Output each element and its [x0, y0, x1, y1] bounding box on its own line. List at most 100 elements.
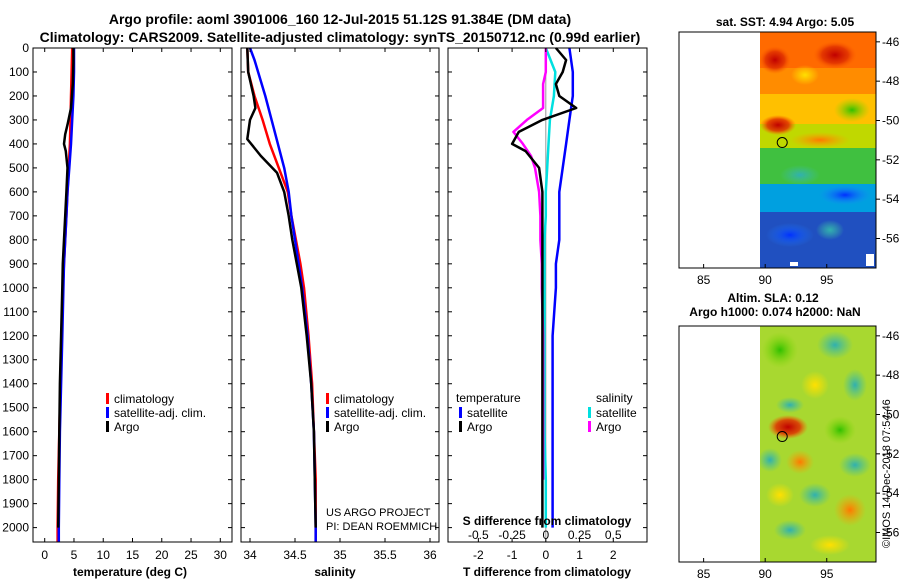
sla-patch — [843, 369, 867, 401]
sla-patch — [801, 371, 829, 399]
map-lat-label: -54 — [882, 192, 900, 206]
sst-missing-data — [790, 262, 798, 266]
legend-swatch-satellite — [106, 407, 109, 418]
sla-patch — [762, 332, 798, 368]
depth-tick-label: 0 — [22, 41, 29, 55]
x-tick-label: -2 — [473, 548, 484, 562]
legend-swatch-climatology — [106, 393, 109, 404]
depth-tick-label: 1200 — [2, 329, 29, 343]
map-lon-label: 95 — [820, 567, 834, 580]
map-lat-label: -50 — [882, 408, 900, 422]
sla-patch — [774, 520, 806, 540]
legend-label-argo: Argo — [114, 420, 140, 434]
map-lat-label: -56 — [882, 526, 900, 540]
series-line-argo — [56, 48, 75, 528]
sla-map-title: Altim. SLA: 0.12 — [727, 291, 819, 305]
x-tick-label: 34.5 — [283, 548, 307, 562]
sla-patch — [768, 415, 808, 439]
map-lat-label: -48 — [882, 74, 900, 88]
map-lat-label: -46 — [882, 329, 900, 343]
map-lat-label: -56 — [882, 232, 900, 246]
sla-patch — [799, 483, 831, 507]
legend-label-t-satellite: satellite — [467, 406, 508, 420]
legend-swatch-argo — [326, 421, 329, 432]
depth-tick-label: 1600 — [2, 425, 29, 439]
map-lat-label: -46 — [882, 35, 900, 49]
x-tick-label: 35.5 — [373, 548, 397, 562]
legend-swatch-climatology — [326, 393, 329, 404]
depth-tick-label: 100 — [9, 65, 29, 79]
depth-tick-label: 1900 — [2, 497, 29, 511]
legend-label-satellite: satellite-adj. clim. — [334, 406, 426, 420]
series-line-temperature-argo — [510, 47, 578, 528]
sst-patch — [790, 132, 850, 148]
difference-legend: temperature satellite Argo salinity sate… — [456, 391, 637, 434]
legend-swatch-t-argo — [459, 421, 462, 432]
x-tick-label: -1 — [507, 548, 518, 562]
legend-swatch-argo — [106, 421, 109, 432]
x-tick-label: 10 — [97, 548, 111, 562]
depth-axis: 0 100 200 300 400 500 600 700 800 900 1000 1100 1200… — [2, 41, 232, 535]
x-tick-label: 0 — [542, 548, 549, 562]
map-lon-label: 90 — [759, 567, 773, 580]
map-lat-label: -54 — [882, 486, 900, 500]
legend-label-satellite: satellite-adj. clim. — [114, 406, 206, 420]
depth-tick-label: 300 — [9, 113, 29, 127]
depth-tick-label: 500 — [9, 161, 29, 175]
depth-tick-label: 200 — [9, 89, 29, 103]
temperature-xlabel: temperature (deg C) — [73, 565, 187, 579]
sla-map-subtitle: Argo h1000: 0.074 h2000: NaN — [689, 305, 860, 319]
series-line-salinity-satellite — [543, 47, 557, 528]
salinity-legend: climatology satellite-adj. clim. Argo — [326, 392, 426, 434]
depth-tick-label: 2000 — [2, 521, 29, 535]
depth-tick-label: 1500 — [2, 401, 29, 415]
sst-field — [760, 32, 876, 268]
series-line-climatology — [246, 47, 317, 542]
sla-map-frame — [678, 325, 877, 563]
sla-map-panel: Altim. SLA: 0.12 Argo h1000: 0.074 h2000… — [678, 291, 900, 580]
legend-label-argo: Argo — [334, 420, 360, 434]
imos-credit: ©IMOS 14-Dec-2018 07:54:46 — [881, 399, 893, 548]
s-diff-tick-label: -0.25 — [498, 528, 526, 542]
x-tick-label: 15 — [126, 548, 140, 562]
x-tick-label: 35 — [333, 548, 347, 562]
sla-map-axes: 85 90 95 -46 -48 -50 -52 -54 -56 — [697, 329, 900, 580]
sla-patch — [766, 483, 794, 507]
depth-tick-label: 800 — [9, 233, 29, 247]
s-difference-label: S difference from climatology — [463, 514, 632, 528]
temperature-x-axis: 0 5 10 15 20 25 30 — [41, 48, 227, 562]
salinity-series — [246, 47, 317, 542]
sla-field — [760, 326, 876, 562]
depth-tick-label: 700 — [9, 209, 29, 223]
depth-tick-label: 1000 — [2, 281, 29, 295]
difference-panel: -2 -1 0 1 2 -0.5 -0.25 0 0.25 0.5 S difference f… — [447, 47, 648, 579]
sst-patch — [816, 220, 844, 240]
legend-label-s-argo: Argo — [596, 420, 622, 434]
series-line-temperature-satellite — [551, 47, 575, 528]
legend-title-temperature: temperature — [456, 391, 521, 405]
map-lat-label: -52 — [882, 447, 900, 461]
depth-tick-label: 900 — [9, 257, 29, 271]
legend-swatch-t-satellite — [459, 407, 462, 418]
x-tick-label: 30 — [214, 548, 228, 562]
sla-patch — [760, 448, 782, 472]
legend-label-t-argo: Argo — [467, 420, 493, 434]
figure-title-line1: Argo profile: aoml 3901006_160 12-Jul-20… — [109, 11, 571, 27]
sst-patch — [813, 41, 857, 69]
salinity-xlabel: salinity — [314, 565, 356, 579]
s-difference-axis: -0.5 -0.25 0 0.25 0.5 — [468, 528, 622, 542]
temperature-series — [56, 47, 76, 542]
depth-tick-label: 1400 — [2, 377, 29, 391]
difference-y-ticks — [448, 47, 647, 529]
sla-patch — [824, 416, 856, 444]
s-diff-tick-label: 0.5 — [605, 528, 622, 542]
sst-map-title: sat. SST: 4.94 Argo: 5.05 — [716, 15, 855, 29]
t-difference-x-axis: -2 -1 0 1 2 — [473, 48, 617, 562]
series-line-salinity-argo — [512, 48, 548, 480]
legend-swatch-s-argo — [588, 421, 591, 432]
sst-patch — [791, 65, 819, 85]
legend-label-climatology: climatology — [334, 392, 394, 406]
salinity-panel: 34 34.5 35 35.5 36 salinity climatology sate… — [240, 47, 440, 579]
x-tick-label: 20 — [155, 548, 169, 562]
